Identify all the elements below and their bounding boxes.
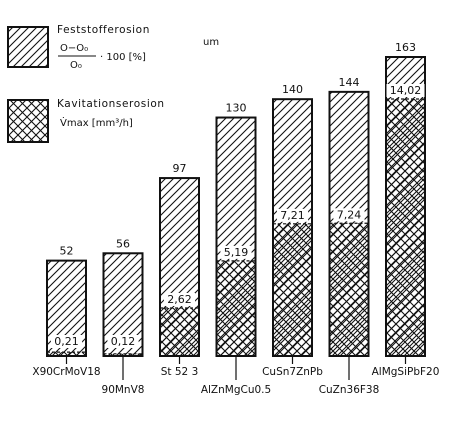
legend-swatch-hatch — [7, 26, 49, 68]
kavitationserosion-value-label-2: 2,62 — [167, 293, 192, 306]
kavitation-value-bg-5 — [333, 208, 365, 222]
kavitationserosion-value-label-4: 7,21 — [280, 209, 305, 222]
bars-layer — [46, 56, 426, 358]
kavitation-value-bg-0 — [50, 335, 83, 348]
legend-feststofferosion-formula-tail: · 100 [%] — [100, 52, 146, 63]
feststofferosion-value-label-1: 56 — [116, 237, 130, 250]
legend-kavitationserosion-formula: V̇max [mm³/h] — [60, 116, 133, 129]
feststofferosion-value-label-0: 52 — [60, 245, 74, 258]
bar-kavitationserosion-5 — [329, 223, 369, 356]
kavitation-value-bg-3 — [220, 245, 252, 259]
kavitationserosion-value-label-0: 0,21 — [54, 335, 79, 348]
kavitation-value-bg-1 — [107, 335, 139, 348]
bar-kavitationserosion-6 — [386, 99, 425, 356]
legend-feststofferosion-label: Feststofferosion — [57, 24, 150, 36]
category-label-0: X90CrMoV18 — [32, 366, 100, 378]
category-label-3: AlZnMgCu0.5 — [201, 384, 271, 396]
legend-feststofferosion: Feststofferosion O−O₀ O₀ · 100 [%] um — [7, 24, 219, 71]
bar-kavitationserosion-2 — [160, 307, 199, 356]
category-label-4: CuSn7ZnPb — [262, 366, 323, 378]
legend-feststofferosion-unit: um — [203, 37, 219, 48]
feststofferosion-value-label-6: 163 — [395, 41, 416, 54]
legend-kavitationserosion-label: Kavitationserosion — [57, 98, 165, 110]
bar-kavitationserosion-4 — [273, 223, 312, 356]
kavitationserosion-value-label-6: 14,02 — [390, 84, 422, 97]
category-label-5: CuZn36F38 — [319, 384, 380, 396]
legend-feststofferosion-formula-numerator: O−O₀ — [60, 43, 88, 54]
legend-feststofferosion-formula-denominator: O₀ — [70, 60, 82, 71]
kavitation-value-bg-4 — [276, 208, 309, 222]
kavitationserosion-value-label-1: 0,12 — [111, 335, 136, 348]
feststofferosion-value-label-2: 97 — [173, 162, 187, 175]
feststofferosion-value-label-3: 130 — [226, 102, 247, 115]
bar-kavitationserosion-0 — [47, 352, 86, 356]
kavitation-value-bg-6 — [386, 84, 425, 97]
legend-kavitationserosion: Kavitationserosion V̇max [mm³/h] — [7, 98, 165, 143]
kavitation-value-bg-2 — [163, 292, 196, 306]
bar-kavitationserosion-3 — [216, 260, 256, 356]
category-labels-layer: 52 0,21 X90CrMoV18 56 0,12 90MnV8 97 2,62 St 52 … — [32, 41, 439, 396]
category-label-2: St 52 3 — [161, 366, 199, 378]
feststofferosion-value-label-4: 140 — [282, 83, 303, 96]
category-label-1: 90MnV8 — [102, 384, 145, 396]
kavitationserosion-value-label-3: 5,19 — [224, 246, 249, 259]
bar-kavitationserosion-1 — [103, 353, 143, 356]
kavitationserosion-value-label-5: 7,24 — [337, 208, 362, 221]
legend-swatch-crosshatch — [7, 99, 49, 143]
category-label-6: AlMgSiPbF20 — [372, 366, 440, 378]
feststofferosion-value-label-5: 144 — [339, 76, 360, 89]
